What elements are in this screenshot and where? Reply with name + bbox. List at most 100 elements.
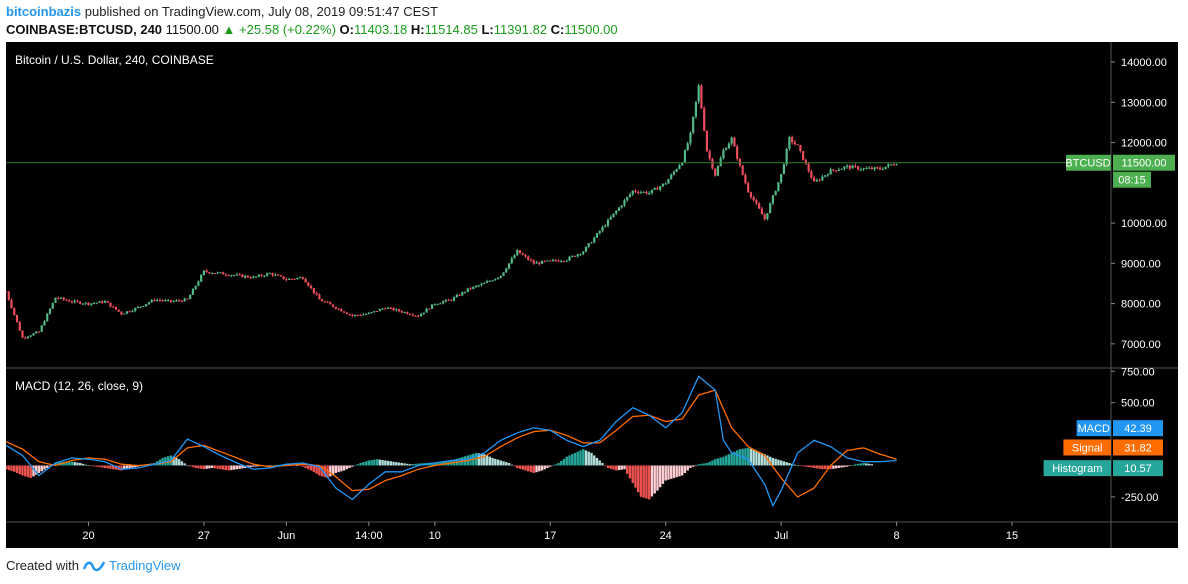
candle xyxy=(172,300,175,303)
candle xyxy=(397,308,401,313)
candle-body xyxy=(183,298,186,302)
candle xyxy=(29,334,32,338)
chart-area[interactable]: 14000.00 13000.00 12000.00 10000.00 9000.00 8… xyxy=(6,42,1178,548)
histogram-bar xyxy=(73,462,76,466)
last-price-badge xyxy=(1113,154,1175,171)
candle-body xyxy=(887,164,890,167)
candle xyxy=(158,298,162,302)
candle-body xyxy=(862,168,865,170)
candle-body xyxy=(35,331,38,334)
candle-body xyxy=(101,301,104,303)
candle-body xyxy=(848,165,851,169)
candle-body xyxy=(54,297,57,303)
price-y-tick-label: 12000.00 xyxy=(1121,138,1167,150)
candle-body xyxy=(722,150,725,159)
open-label: O: xyxy=(339,22,354,37)
histogram-bar xyxy=(370,460,373,466)
candle-body xyxy=(524,254,527,257)
candle-body xyxy=(178,300,181,302)
candle-body xyxy=(351,314,354,316)
candle-body xyxy=(21,330,24,338)
candle xyxy=(164,298,167,302)
candle-body xyxy=(452,297,456,301)
histogram-bar xyxy=(804,465,808,467)
candle-body xyxy=(730,137,733,144)
candle xyxy=(598,230,601,235)
candle-body xyxy=(461,292,464,296)
last-price-label: 11500.00 xyxy=(1121,158,1166,170)
histogram-bar xyxy=(678,465,681,477)
histogram-bar xyxy=(562,458,566,466)
candle xyxy=(527,255,530,261)
candle-body xyxy=(650,189,654,194)
candle xyxy=(736,144,739,161)
candle-body xyxy=(10,299,13,309)
candle xyxy=(191,288,195,295)
histogram-bar xyxy=(238,465,241,469)
candle-body xyxy=(216,272,219,274)
tradingview-brand[interactable]: TradingView xyxy=(108,558,181,573)
candle-body xyxy=(419,313,423,317)
candle-body xyxy=(562,261,566,263)
candle-body xyxy=(681,162,684,166)
candle-body xyxy=(884,166,887,170)
candle xyxy=(455,293,458,298)
candle-body xyxy=(843,166,846,169)
macd-legend-value: 42.39 xyxy=(1124,423,1152,435)
candle-body xyxy=(147,302,151,305)
histogram-bar xyxy=(362,462,365,466)
candle-body xyxy=(169,299,173,302)
candle xyxy=(472,286,475,290)
histogram-bar xyxy=(439,461,442,466)
histogram-bar xyxy=(249,465,252,468)
histogram-bar xyxy=(645,465,648,499)
candle xyxy=(359,314,362,317)
candle-body xyxy=(268,273,271,275)
histogram-bar xyxy=(507,462,511,466)
histogram-bar xyxy=(43,465,46,470)
candle xyxy=(95,302,98,305)
candle-body xyxy=(540,260,544,264)
candle xyxy=(400,309,403,314)
candle-body xyxy=(241,274,244,278)
candle-body xyxy=(334,306,337,309)
histogram-bar xyxy=(755,450,758,466)
candle-body xyxy=(810,171,813,178)
histogram-bar xyxy=(79,462,82,466)
candle-body xyxy=(857,166,860,170)
candle xyxy=(403,311,406,314)
candle xyxy=(469,286,472,291)
candle-body xyxy=(125,311,129,314)
candle xyxy=(562,260,566,263)
candle xyxy=(79,301,82,305)
candle-body xyxy=(692,116,695,133)
candle xyxy=(722,148,725,160)
chart-svg[interactable]: 14000.00 13000.00 12000.00 10000.00 9000.00 8… xyxy=(6,42,1178,548)
histogram-bar xyxy=(417,463,420,466)
author-link[interactable]: bitcoinbazis xyxy=(6,4,82,19)
histogram-bar xyxy=(199,465,203,469)
candle xyxy=(87,302,90,306)
histogram-bar xyxy=(771,457,775,466)
histogram-bar xyxy=(865,463,868,466)
candle xyxy=(367,311,370,315)
histogram-bar xyxy=(527,465,530,472)
histogram-bar xyxy=(859,463,863,466)
histogram-bar xyxy=(268,465,272,467)
candle-body xyxy=(422,312,425,314)
candle-body xyxy=(741,165,744,175)
candle xyxy=(895,163,898,166)
histogram-bar xyxy=(521,465,524,470)
candle xyxy=(793,139,796,146)
candle xyxy=(774,190,777,196)
countdown-label: 08:15 xyxy=(1118,175,1146,187)
histogram-bar xyxy=(538,465,541,472)
candle xyxy=(238,272,241,276)
histogram-bar xyxy=(191,465,195,468)
candle-body xyxy=(708,151,711,159)
histogram-bar xyxy=(304,465,307,468)
candle xyxy=(213,273,217,275)
candle xyxy=(642,191,645,194)
candle-body xyxy=(408,314,412,316)
candle xyxy=(301,276,304,280)
